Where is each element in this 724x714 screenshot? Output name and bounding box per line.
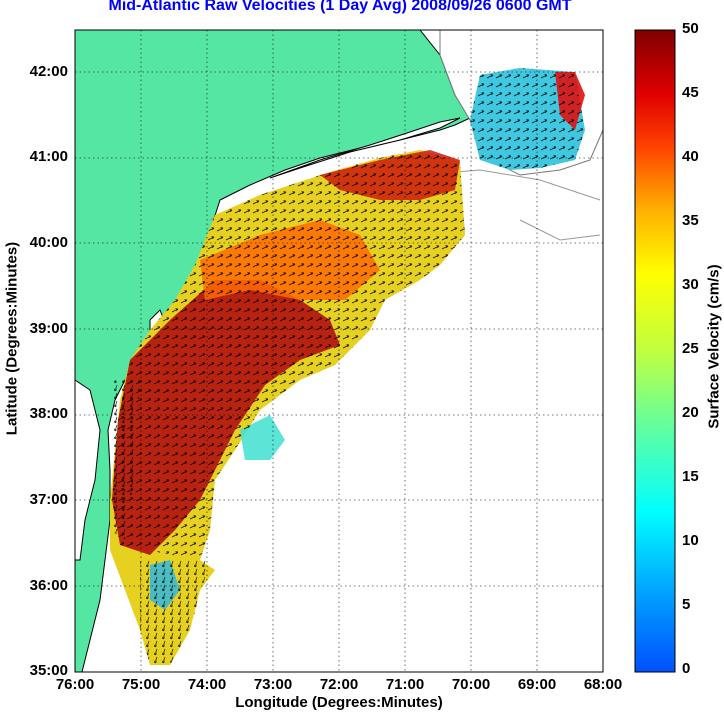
colorbar-tick-label: 35 — [682, 212, 699, 229]
y-tick-label: 42:00 — [29, 63, 68, 80]
colorbar-tick-label: 20 — [682, 404, 699, 421]
colorbar-tick-label: 25 — [682, 340, 699, 357]
x-tick-label: 68:00 — [583, 676, 623, 693]
x-tick-label: 71:00 — [385, 676, 425, 693]
colorbar-tick-label: 40 — [682, 148, 699, 165]
velocity-arrows — [112, 150, 465, 560]
x-tick-label: 75:00 — [121, 676, 161, 693]
x-tick-label: 72:00 — [319, 676, 359, 693]
x-axis-label: Longitude (Degrees:Minutes) — [235, 694, 443, 711]
x-tick-label: 74:00 — [187, 676, 227, 693]
colorbar-tick-label: 0 — [682, 660, 691, 677]
plot-frame — [74, 29, 604, 673]
colorbar-tick-label: 30 — [682, 276, 699, 293]
y-tick-label: 35:00 — [29, 662, 68, 679]
y-tick-label: 39:00 — [29, 320, 68, 337]
long-island — [269, 117, 461, 179]
x-tick-label: 76:00 — [55, 676, 95, 693]
colorbar-tick-label: 45 — [682, 84, 699, 101]
velocity-region-cyan — [240, 415, 285, 460]
velocity-field — [110, 68, 585, 665]
colorbar — [634, 29, 676, 673]
y-tick-label: 41:00 — [29, 148, 68, 165]
chart-title: Mid-Atlantic Raw Velocities (1 Day Avg) … — [108, 0, 572, 14]
y-tick-label: 38:00 — [29, 405, 68, 422]
colorbar-tick-label: 5 — [682, 596, 691, 613]
colorbar-tick-label: 15 — [682, 468, 699, 485]
y-tick-label: 40:00 — [29, 234, 68, 251]
x-tick-label: 73:00 — [253, 676, 293, 693]
velocity-arrows-capecod — [470, 68, 585, 170]
velocity-arrows-south — [110, 380, 210, 665]
y-tick-label: 37:00 — [29, 491, 68, 508]
y-tick-label: 36:00 — [29, 577, 68, 594]
x-tick-label: 69:00 — [517, 676, 557, 693]
colorbar-tick-label: 50 — [682, 20, 699, 37]
x-tick-label: 70:00 — [451, 676, 491, 693]
map-area — [75, 30, 603, 672]
colorbar-tick-label: 10 — [682, 532, 699, 549]
